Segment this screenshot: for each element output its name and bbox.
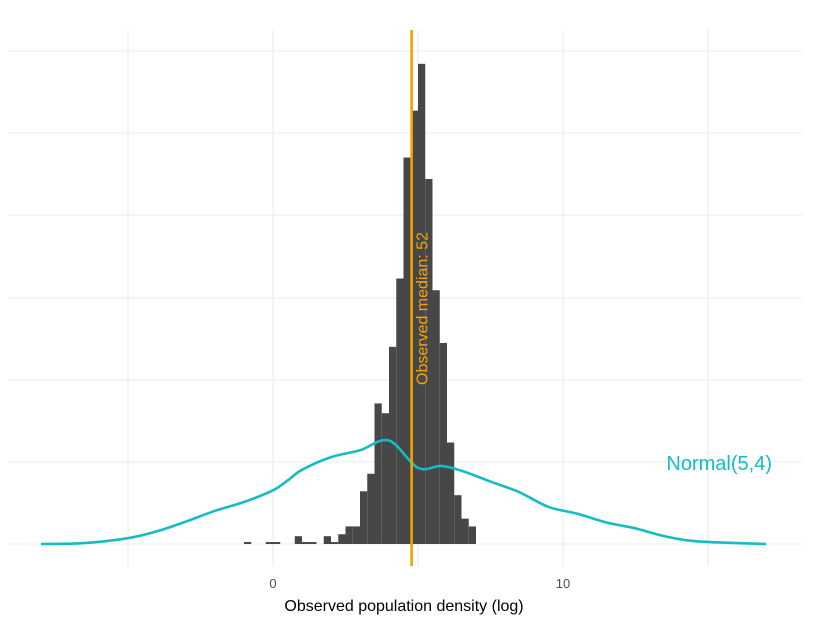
normal-curve-group: Normal(5,4) [40, 438, 772, 546]
x-tick-label: 0 [269, 576, 276, 591]
median-label: Observed median: 52 [415, 232, 432, 385]
normal-curve-label: Normal(5,4) [666, 453, 772, 475]
histogram-bar [439, 342, 447, 544]
histogram-bar [381, 413, 389, 544]
histogram-bar [454, 495, 462, 544]
histogram-bar [468, 526, 476, 544]
histogram-bar [273, 542, 281, 544]
histogram-bar [367, 473, 375, 544]
histogram-bar [461, 518, 469, 544]
histogram-bar [331, 542, 339, 544]
histogram-bars [244, 63, 476, 545]
histogram-bar [425, 178, 433, 544]
histogram-bar [418, 63, 426, 545]
normal-curve-line [40, 438, 767, 546]
histogram-bar [345, 526, 353, 544]
histogram-bar [396, 278, 404, 544]
x-tick-labels: 0 10 [269, 576, 570, 591]
histogram-bar [389, 346, 397, 544]
histogram-bar [294, 536, 302, 544]
histogram-bar [244, 542, 252, 544]
x-tick-label: 10 [556, 576, 570, 591]
median-group: Observed median: 52 [410, 30, 432, 566]
x-axis-title: Observed population density (log) [284, 598, 523, 615]
histogram-bar [309, 542, 317, 544]
histogram-bar [338, 534, 346, 544]
histogram-bar [302, 542, 310, 544]
histogram-bar [374, 403, 382, 544]
histogram-bar [323, 536, 331, 544]
histogram-bar [265, 542, 273, 544]
histogram-bar [410, 110, 418, 544]
histogram-bar [352, 526, 360, 544]
histogram-bar [432, 290, 440, 544]
histogram-bar [403, 157, 411, 544]
histogram-bar [447, 442, 455, 544]
histogram-bar [360, 491, 368, 544]
